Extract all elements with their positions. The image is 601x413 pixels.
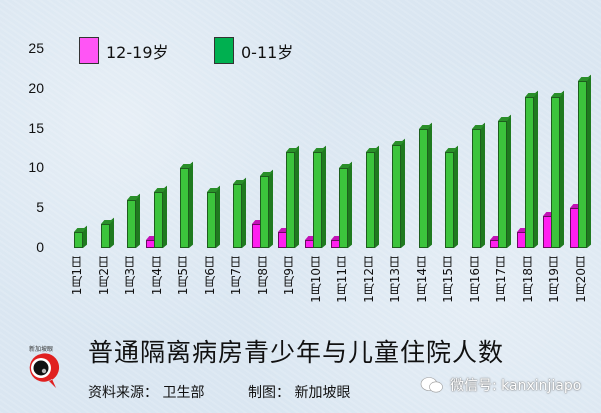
legend-swatch-pink [79, 37, 99, 64]
svg-text:新加坡眼: 新加坡眼 [29, 345, 53, 353]
x-tick-label: 1月3日 [123, 256, 137, 296]
legend-item-0-11: 0-11岁 [214, 37, 293, 64]
x-tick-label: 1月19日 [547, 256, 561, 303]
x-tick-label: 1月12日 [361, 256, 376, 303]
x-tick-label: 1月4日 [149, 256, 164, 296]
bar-0-11 [153, 185, 167, 248]
data-source: 资料来源： 卫生部 [88, 385, 205, 401]
wechat-watermark: 微信号: kanxinjiapo [420, 375, 581, 395]
legend-label: 12-19岁 [106, 42, 169, 62]
x-tick-label: 1月14日 [414, 256, 429, 303]
bar-0-11 [551, 90, 564, 248]
x-tick-label: 1月16日 [467, 256, 482, 303]
x-tick-label: 1月13日 [388, 256, 402, 303]
legend-swatch-green [214, 37, 234, 64]
bar-0-11 [418, 122, 432, 248]
bar-0-11 [206, 185, 220, 248]
chart-maker: 制图： 新加坡眼 [248, 385, 351, 401]
bar-0-11 [233, 177, 246, 248]
y-tick-label: 10 [28, 159, 44, 176]
x-tick-label: 1月18日 [520, 256, 535, 303]
bar-0-11 [365, 146, 379, 248]
bar-0-11 [392, 138, 405, 248]
legend-item-12-19: 12-19岁 [79, 37, 169, 64]
bar-0-11 [524, 90, 538, 248]
bar-0-11 [445, 146, 458, 248]
x-tick-label: 1月6日 [202, 256, 217, 296]
x-tick-label: 1月9日 [282, 256, 296, 296]
x-tick-label: 1月8日 [255, 256, 270, 296]
xinjiapo-logo: 新加坡眼 [22, 344, 60, 390]
bar-0-11 [498, 114, 511, 248]
bar-0-11 [312, 146, 326, 248]
x-tick-label: 1月15日 [441, 256, 455, 303]
y-tick-label: 5 [36, 199, 44, 216]
y-tick-label: 0 [36, 239, 44, 255]
x-tick-label: 1月17日 [494, 256, 508, 303]
x-tick-label: 1月1日 [70, 256, 84, 296]
bar-0-11 [577, 74, 591, 248]
y-tick-label: 20 [28, 79, 44, 96]
bar-0-11 [259, 170, 273, 248]
y-tick-label: 15 [28, 119, 44, 136]
wechat-id: 微信号: kanxinjiapo [450, 378, 582, 394]
chart-title: 普通隔离病房青少年与儿童住院人数 [88, 338, 505, 367]
legend-label: 0-11岁 [241, 42, 294, 62]
plot-area [60, 40, 591, 250]
bar-0-11 [74, 225, 87, 248]
x-tick-label: 1月20日 [573, 256, 588, 303]
x-tick-label: 1月2日 [96, 256, 111, 296]
x-tick-label: 1月5日 [176, 256, 190, 296]
x-tick-label: 1月11日 [335, 256, 349, 303]
bar-0-11 [100, 217, 114, 248]
wechat-icon [420, 377, 443, 393]
x-tick-label: 1月10日 [308, 256, 323, 303]
bar-0-11 [339, 162, 352, 248]
bar-0-11 [471, 122, 485, 248]
bar-0-11 [180, 162, 193, 248]
bar-0-11 [286, 146, 299, 248]
bar-0-11 [127, 193, 140, 248]
y-tick-label: 25 [28, 40, 44, 56]
x-tick-label: 1月7日 [229, 256, 243, 296]
